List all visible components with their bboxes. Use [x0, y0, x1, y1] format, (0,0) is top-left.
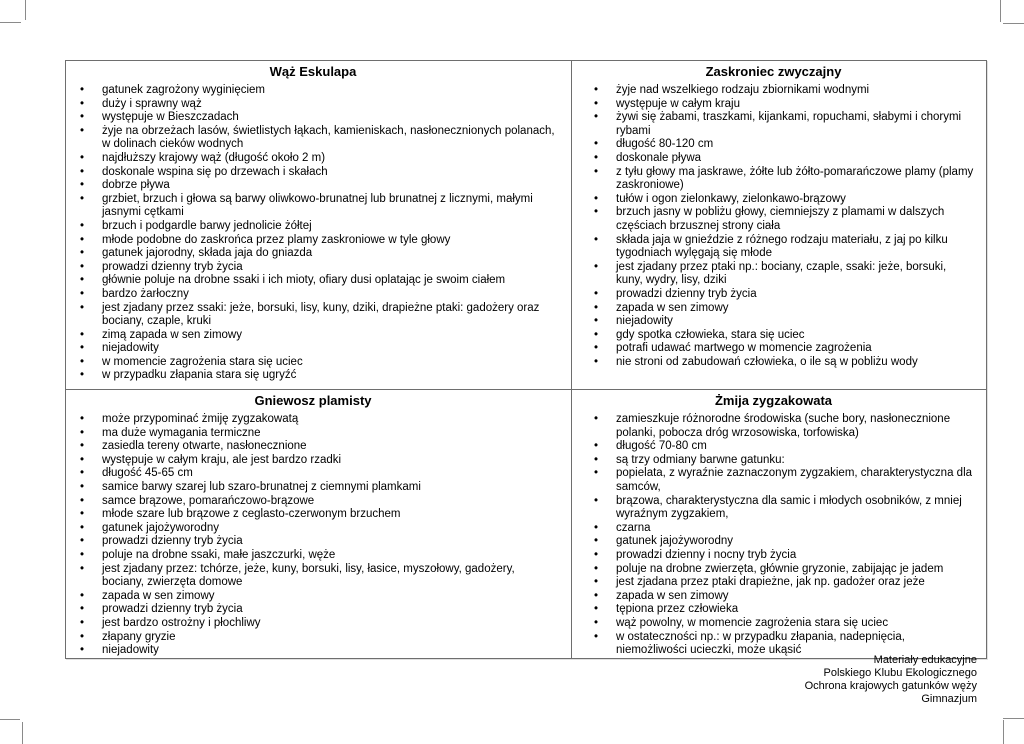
list-item: prowadzi dzienny tryb życia: [573, 288, 974, 302]
list-item: niejadowity: [67, 342, 559, 356]
list-item: tułów i ogon zielonkawy, zielonkawo-brąz…: [573, 193, 974, 207]
list-item: doskonale wspina się po drzewach i skała…: [67, 166, 559, 180]
list-item: gatunek zagrożony wyginięciem: [67, 84, 559, 98]
species-fact-list: gatunek zagrożony wyginięciemduży i spra…: [67, 84, 559, 383]
list-item: czarna: [573, 522, 974, 536]
list-item: brzuch i podgardle barwy jednolicie żółt…: [67, 220, 559, 234]
list-item: zasiedla tereny otwarte, nasłonecznione: [67, 440, 559, 454]
list-item: w przypadku złapania stara się ugryźć: [67, 369, 559, 383]
list-item: gdy spotka człowieka, stara się uciec: [573, 329, 974, 343]
list-item: długość 45-65 cm: [67, 467, 559, 481]
list-item: zapada w sen zimowy: [573, 302, 974, 316]
list-item: prowadzi dzienny tryb życia: [67, 535, 559, 549]
list-item: występuje w całym kraju: [573, 98, 974, 112]
crop-mark-line: [1000, 0, 1001, 22]
list-item: żywi się żabami, traszkami, kijankami, r…: [573, 111, 974, 138]
list-item: potrafi udawać martwego w momencie zagro…: [573, 342, 974, 356]
list-item: z tyłu głowy ma jaskrawe, żółte lub żółt…: [573, 166, 974, 193]
list-item: prowadzi dzienny tryb życia: [67, 603, 559, 617]
list-item: jest zjadany przez ssaki: jeże, borsuki,…: [67, 302, 559, 329]
list-item: jest zjadana przez ptaki drapieżne, jak …: [573, 576, 974, 590]
cell-zmija-zygzakowata: Żmija zygzakowata zamieszkuje różnorodne…: [571, 389, 987, 659]
list-item: dobrze pływa: [67, 179, 559, 193]
crop-mark-line: [25, 0, 26, 20]
cell-zaskroniec-zwyczajny: Zaskroniec zwyczajny żyje nad wszelkiego…: [571, 60, 987, 390]
list-item: samce brązowe, pomarańczowo-brązowe: [67, 495, 559, 509]
list-item: długość 80-120 cm: [573, 138, 974, 152]
list-item: poluje na drobne ssaki, małe jaszczurki,…: [67, 549, 559, 563]
list-item: składa jaja w gnieździe z różnego rodzaj…: [573, 234, 974, 261]
list-item: w momencie zagrożenia stara się uciec: [67, 356, 559, 370]
footer-line: Materiały edukacyjne: [873, 654, 977, 666]
list-item: młode podobne do zaskrońca przez plamy z…: [67, 234, 559, 248]
list-item: gatunek jajorodny, składa jaja do gniazd…: [67, 247, 559, 261]
list-item: długość 70-80 cm: [573, 440, 974, 454]
list-item: duży i sprawny wąż: [67, 98, 559, 112]
list-item: niejadowity: [573, 315, 974, 329]
list-item: doskonale pływa: [573, 152, 974, 166]
crop-mark-line: [0, 719, 20, 720]
list-item: głównie poluje na drobne ssaki i ich mio…: [67, 274, 559, 288]
list-item: zimą zapada w sen zimowy: [67, 329, 559, 343]
list-item: złapany gryzie: [67, 631, 559, 645]
species-table: Wąż Eskulapa gatunek zagrożony wyginięci…: [65, 60, 987, 659]
species-fact-list: może przypominać żmiję zygzakowatąma duż…: [67, 413, 559, 658]
list-item: występuje w całym kraju, ale jest bardzo…: [67, 454, 559, 468]
list-item: występuje w Bieszczadach: [67, 111, 559, 125]
list-item: grzbiet, brzuch i głowa są barwy oliwkow…: [67, 193, 559, 220]
list-item: młode szare lub brązowe z ceglasto-czerw…: [67, 508, 559, 522]
cell-gniewosz-plamisty: Gniewosz plamisty może przypominać żmiję…: [65, 389, 572, 659]
list-item: jest zjadany przez ptaki np.: bociany, c…: [573, 261, 974, 288]
crop-mark-line: [1003, 718, 1024, 719]
list-item: może przypominać żmiję zygzakowatą: [67, 413, 559, 427]
footer-line: Gimnazjum: [921, 693, 977, 705]
list-item: bardzo żarłoczny: [67, 288, 559, 302]
list-item: jest zjadany przez: tchórze, jeże, kuny,…: [67, 563, 559, 590]
footer-credits: Materiały edukacyjne Polskiego Klubu Eko…: [805, 654, 977, 706]
list-item: popielata, z wyraźnie zaznaczonym zygzak…: [573, 467, 974, 494]
list-item: brązowa, charakterystyczna dla samic i m…: [573, 495, 974, 522]
crop-mark-line: [22, 722, 23, 744]
list-item: niejadowity: [67, 644, 559, 657]
list-item: prowadzi dzienny i nocny tryb życia: [573, 549, 974, 563]
table-row: Gniewosz plamisty może przypominać żmiję…: [65, 389, 987, 659]
list-item: zapada w sen zimowy: [67, 590, 559, 604]
crop-mark-line: [1003, 23, 1024, 24]
list-item: w ostateczności np.: w przypadku złapani…: [573, 631, 974, 658]
species-fact-list: zamieszkuje różnorodne środowiska (suche…: [573, 413, 974, 658]
list-item: prowadzi dzienny tryb życia: [67, 261, 559, 275]
species-title: Wąż Eskulapa: [269, 64, 357, 79]
list-item: samice barwy szarej lub szaro-brunatnej …: [67, 481, 559, 495]
list-item: żyje nad wszelkiego rodzaju zbiornikami …: [573, 84, 974, 98]
crop-mark-line: [0, 22, 21, 23]
species-title: Żmija zygzakowata: [714, 393, 833, 408]
list-item: wąż powolny, w momencie zagrożenia stara…: [573, 617, 974, 631]
species-fact-list: żyje nad wszelkiego rodzaju zbiornikami …: [573, 84, 974, 369]
list-item: gatunek jajożyworodny: [573, 535, 974, 549]
list-item: tępiona przez człowieka: [573, 603, 974, 617]
footer-line: Ochrona krajowych gatunków węży: [804, 680, 977, 692]
list-item: poluje na drobne zwierzęta, głównie gryz…: [573, 563, 974, 577]
list-item: nie stroni od zabudowań człowieka, o ile…: [573, 356, 974, 370]
list-item: gatunek jajożyworodny: [67, 522, 559, 536]
list-item: zapada w sen zimowy: [573, 590, 974, 604]
list-item: najdłuższy krajowy wąż (długość około 2 …: [67, 152, 559, 166]
table-row: Wąż Eskulapa gatunek zagrożony wyginięci…: [65, 60, 987, 390]
list-item: są trzy odmiany barwne gatunku:: [573, 454, 974, 468]
list-item: ma duże wymagania termiczne: [67, 427, 559, 441]
cell-waz-eskulapa: Wąż Eskulapa gatunek zagrożony wyginięci…: [65, 60, 572, 390]
list-item: żyje na obrzeżach lasów, świetlistych łą…: [67, 125, 559, 152]
species-title: Gniewosz plamisty: [254, 393, 372, 408]
list-item: zamieszkuje różnorodne środowiska (suche…: [573, 413, 974, 440]
crop-mark-line: [1003, 720, 1004, 744]
list-item: jest bardzo ostrożny i płochliwy: [67, 617, 559, 631]
species-title: Zaskroniec zwyczajny: [705, 64, 842, 79]
footer-line: Polskiego Klubu Ekologicznego: [823, 667, 978, 679]
list-item: brzuch jasny w pobliżu głowy, ciemniejsz…: [573, 206, 974, 233]
